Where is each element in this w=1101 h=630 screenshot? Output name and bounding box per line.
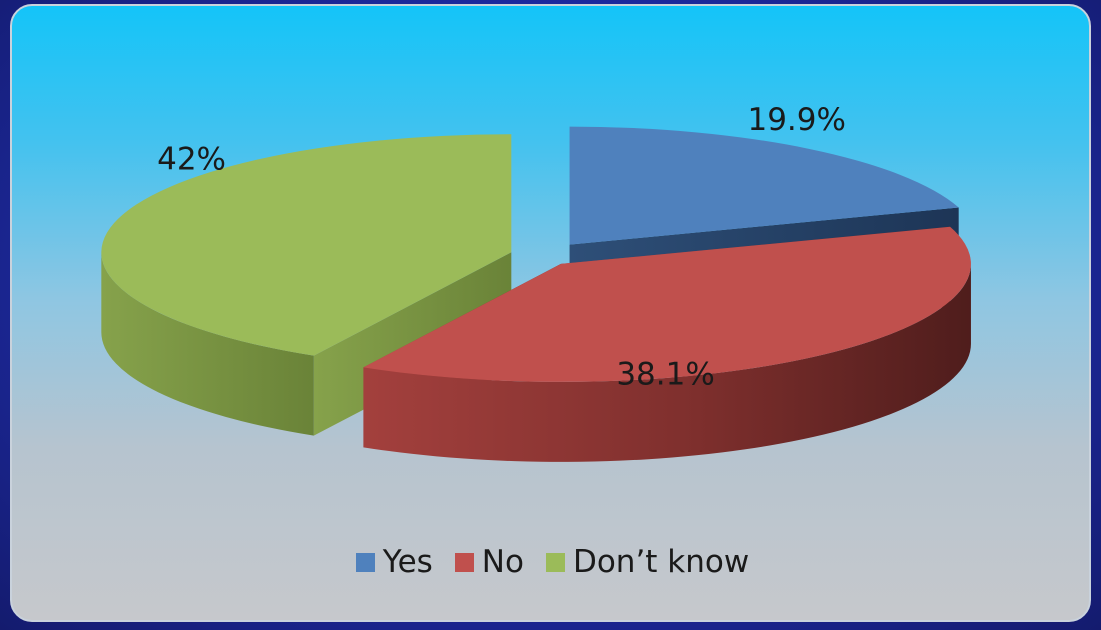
- chart-legend: Yes No Don’t know: [12, 544, 1089, 580]
- data-label-yes: 19.9%: [747, 102, 845, 138]
- pie-rim-dont-know-0: [101, 252, 314, 436]
- legend-swatch-no: [454, 552, 474, 572]
- legend-swatch-yes: [355, 552, 375, 572]
- legend-swatch-dont-know: [545, 552, 565, 572]
- data-label-dont-know: 42%: [157, 141, 226, 177]
- legend-label-yes: Yes: [382, 544, 433, 580]
- pie-top-no: [363, 226, 971, 382]
- pie-chart: 19.9% 38.1% 42%: [101, 102, 971, 462]
- legend-label-dont-know: Don’t know: [572, 544, 750, 580]
- pie-rim-no-0: [363, 263, 971, 462]
- pie-top-dont-know: [101, 134, 512, 356]
- legend-item-no: No: [454, 544, 524, 580]
- data-label-no: 38.1%: [616, 357, 714, 393]
- pie-slice-no: [363, 226, 971, 462]
- legend-label-no: No: [481, 544, 524, 580]
- chart-panel: 19.9% 38.1% 42% Yes No Don’t know: [10, 4, 1091, 622]
- pie-top-yes: [569, 126, 959, 245]
- legend-item-yes: Yes: [355, 544, 433, 580]
- legend-item-dont-know: Don’t know: [545, 544, 750, 580]
